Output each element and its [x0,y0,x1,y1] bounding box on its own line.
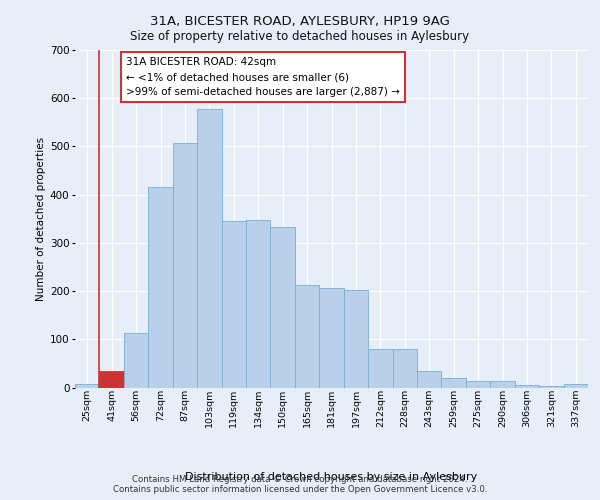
Y-axis label: Number of detached properties: Number of detached properties [35,136,46,301]
Text: Contains HM Land Registry data © Crown copyright and database right 2024.
Contai: Contains HM Land Registry data © Crown c… [113,474,487,494]
Bar [466,381,490,388]
Bar [295,286,319,388]
Bar [563,384,588,388]
Bar [148,188,173,388]
Bar [417,370,442,388]
Bar [442,378,466,388]
Bar [490,381,515,388]
Bar [173,142,197,388]
Bar [319,288,344,388]
Bar [246,220,271,388]
Bar [221,221,246,388]
Text: 31A, BICESTER ROAD, AYLESBURY, HP19 9AG: 31A, BICESTER ROAD, AYLESBURY, HP19 9AG [150,15,450,28]
Bar [392,349,417,388]
X-axis label: Distribution of detached houses by size in Aylesbury: Distribution of detached houses by size … [185,472,478,482]
Bar [368,349,392,388]
Bar [75,384,100,388]
Bar [271,228,295,388]
Bar [344,290,368,388]
Text: 31A BICESTER ROAD: 42sqm
← <1% of detached houses are smaller (6)
>99% of semi-d: 31A BICESTER ROAD: 42sqm ← <1% of detach… [127,57,400,97]
Bar [197,109,221,388]
Bar [515,385,539,388]
Bar [124,333,148,388]
Bar [539,386,563,388]
Bar [100,370,124,388]
Text: Size of property relative to detached houses in Aylesbury: Size of property relative to detached ho… [130,30,470,43]
